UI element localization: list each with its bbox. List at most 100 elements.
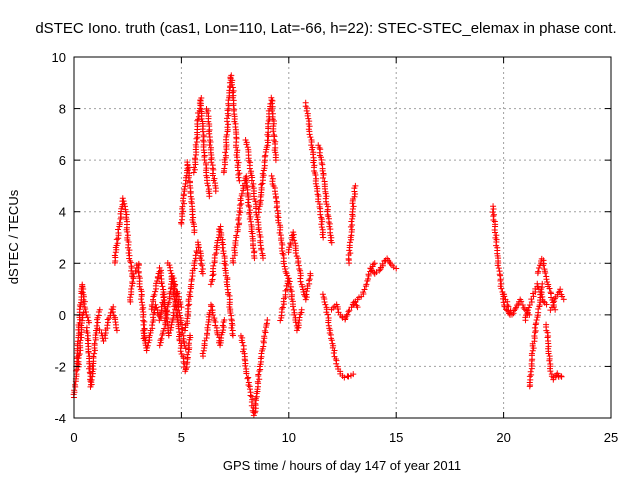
- data-point: [158, 280, 165, 287]
- data-point: [180, 191, 187, 198]
- data-point: [304, 112, 311, 119]
- data-point: [319, 291, 326, 298]
- data-point: [231, 244, 238, 251]
- data-point: [201, 157, 208, 164]
- data-point: [191, 229, 198, 236]
- data-point: [185, 174, 192, 181]
- data-point: [138, 293, 145, 300]
- data-point: [251, 255, 258, 262]
- data-point: [268, 100, 275, 107]
- data-point: [519, 301, 526, 308]
- data-point: [185, 164, 192, 171]
- data-point: [319, 167, 326, 174]
- data-point: [250, 245, 257, 252]
- data-point: [165, 330, 172, 337]
- x-tick-label: 5: [178, 430, 185, 445]
- data-point: [518, 298, 525, 305]
- data-point: [144, 342, 151, 349]
- data-point: [270, 131, 277, 138]
- y-tick-label: -2: [54, 359, 66, 374]
- data-point: [233, 232, 240, 239]
- data-point: [84, 314, 91, 321]
- data-point: [191, 155, 198, 162]
- data-point: [161, 325, 168, 332]
- x-tick-label: 15: [389, 430, 403, 445]
- data-point: [273, 204, 280, 211]
- data-point: [224, 115, 231, 122]
- data-point: [264, 120, 271, 127]
- data-point: [526, 302, 533, 309]
- data-point: [299, 283, 306, 290]
- data-point: [246, 211, 253, 218]
- data-point: [278, 306, 285, 313]
- data-point: [138, 296, 145, 303]
- data-point: [292, 240, 299, 247]
- data-point: [254, 386, 261, 393]
- data-point: [84, 329, 91, 336]
- chart-title: dSTEC Iono. truth (cas1, Lon=110, Lat=-6…: [35, 20, 616, 37]
- data-point: [272, 157, 279, 164]
- data-point: [247, 392, 254, 399]
- data-point: [210, 271, 217, 278]
- data-point: [186, 301, 193, 308]
- data-point: [104, 322, 111, 329]
- data-point: [157, 272, 164, 279]
- data-point: [296, 314, 303, 321]
- data-point: [291, 237, 298, 244]
- data-point: [312, 180, 319, 187]
- data-point: [373, 269, 380, 276]
- data-point: [203, 110, 210, 117]
- data-point: [93, 322, 100, 329]
- data-point: [334, 306, 341, 313]
- data-point: [207, 281, 214, 288]
- data-point: [347, 250, 354, 257]
- data-point: [90, 353, 97, 360]
- data-point: [84, 340, 91, 347]
- data-point: [536, 297, 543, 304]
- data-point: [345, 308, 352, 315]
- data-point: [501, 293, 508, 300]
- data-point: [159, 291, 166, 298]
- data-point: [256, 376, 263, 383]
- data-point: [297, 272, 304, 279]
- data-point: [219, 244, 226, 251]
- data-point: [80, 285, 87, 292]
- data-point: [303, 288, 310, 295]
- data-point: [208, 159, 215, 166]
- data-point: [140, 327, 147, 334]
- data-point: [287, 283, 294, 290]
- plot-frame: [73, 56, 612, 419]
- data-point: [490, 205, 497, 212]
- data-point: [254, 378, 261, 385]
- data-point: [528, 350, 535, 357]
- data-point: [232, 237, 239, 244]
- data-point: [150, 317, 157, 324]
- data-point: [222, 262, 229, 269]
- data-point: [149, 322, 156, 329]
- data-point: [540, 298, 547, 305]
- data-point: [245, 382, 252, 389]
- data-point: [269, 97, 276, 104]
- data-point: [111, 252, 118, 259]
- data-point: [275, 217, 282, 224]
- data-point: [535, 265, 542, 272]
- data-point: [167, 267, 174, 274]
- data-point: [128, 285, 135, 292]
- data-point: [179, 203, 186, 210]
- data-point: [113, 324, 120, 331]
- data-point: [306, 123, 313, 130]
- data-point: [160, 328, 167, 335]
- data-point: [279, 241, 286, 248]
- data-point: [139, 306, 146, 313]
- data-point: [221, 165, 228, 172]
- data-point: [285, 280, 292, 287]
- data-point: [341, 374, 348, 381]
- data-point: [352, 182, 359, 189]
- data-point: [319, 218, 326, 225]
- data-point: [351, 193, 358, 200]
- data-point: [262, 152, 269, 159]
- data-point: [254, 216, 261, 223]
- data-point: [268, 172, 275, 179]
- data-point: [175, 325, 182, 332]
- data-point: [90, 366, 97, 373]
